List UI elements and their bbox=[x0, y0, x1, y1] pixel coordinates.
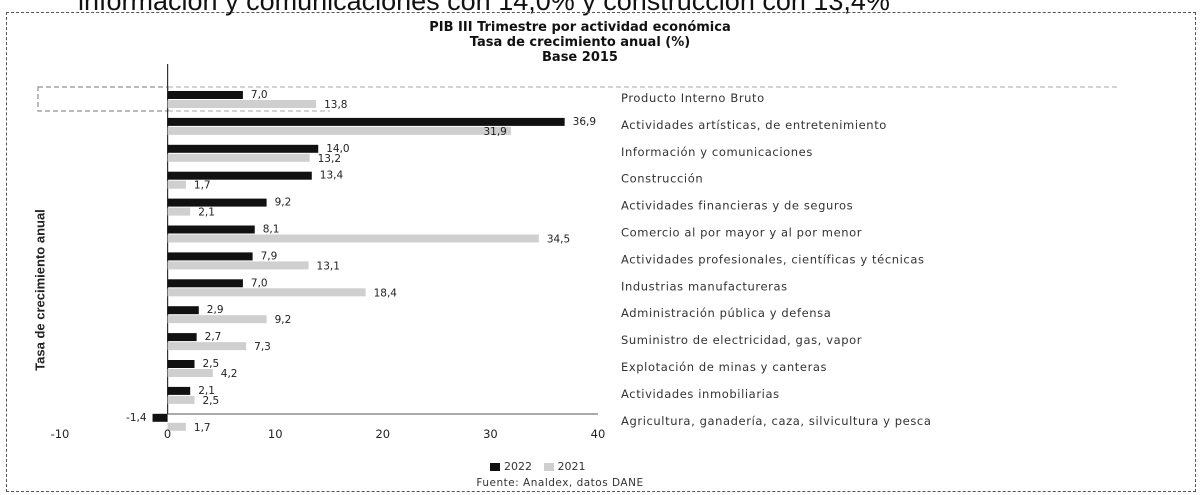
chart-title: PIB III Trimestre por actividad económic… bbox=[429, 20, 731, 35]
bar-2021-5 bbox=[167, 234, 539, 243]
data-label-2022-2: 14,0 bbox=[326, 143, 349, 155]
bar-2021-3 bbox=[167, 180, 186, 189]
category-label-5: Comercio al por mayor y al por menor bbox=[621, 226, 862, 240]
category-label-6: Actividades profesionales, científicas y… bbox=[621, 252, 925, 266]
chart-frame bbox=[6, 12, 1196, 492]
x-tick-label-2: 10 bbox=[268, 427, 283, 441]
data-label-2022-0: 7,0 bbox=[251, 89, 268, 101]
x-tick-label-0: -10 bbox=[51, 427, 70, 441]
category-label-9: Suministro de electricidad, gas, vapor bbox=[621, 333, 862, 347]
category-label-8: Administración pública y defensa bbox=[621, 306, 831, 320]
bar-2022-3 bbox=[167, 171, 312, 180]
data-label-2022-1: 36,9 bbox=[573, 116, 596, 128]
x-tick-label-5: 40 bbox=[591, 427, 606, 441]
data-label-2022-12: -1,4 bbox=[126, 412, 147, 424]
x-tick-label-3: 20 bbox=[375, 427, 390, 441]
bar-2021-12 bbox=[167, 422, 186, 431]
bar-2022-5 bbox=[167, 225, 255, 234]
data-label-2022-9: 2,7 bbox=[205, 331, 222, 343]
legend-item-2022: 2022 bbox=[490, 460, 536, 473]
bar-2022-4 bbox=[167, 198, 267, 207]
data-label-2021-7: 18,4 bbox=[374, 287, 398, 299]
bar-2021-11 bbox=[167, 395, 195, 404]
bar-2021-2 bbox=[167, 153, 310, 162]
category-label-10: Explotación de minas y canteras bbox=[621, 360, 827, 374]
legend-swatch-2022 bbox=[490, 463, 500, 471]
data-label-2021-4: 2,1 bbox=[198, 207, 215, 219]
data-label-2021-3: 1,7 bbox=[194, 180, 211, 192]
legend-item-2021: 2021 bbox=[543, 460, 586, 473]
category-label-12: Agricultura, ganadería, caza, silvicultu… bbox=[621, 414, 932, 428]
category-label-2: Información y comunicaciones bbox=[621, 145, 813, 159]
data-label-2021-9: 7,3 bbox=[254, 341, 271, 353]
chart-base-label: Base 2015 bbox=[542, 50, 618, 65]
data-label-2022-10: 2,5 bbox=[203, 358, 220, 370]
bar-2022-12 bbox=[152, 413, 168, 422]
x-tick-label-4: 30 bbox=[483, 427, 498, 441]
bar-2021-6 bbox=[167, 261, 309, 270]
source-note: Fuente: Analdex, datos DANE bbox=[476, 477, 644, 489]
data-label-2022-6: 7,9 bbox=[261, 250, 278, 262]
data-label-2021-5: 34,5 bbox=[547, 234, 570, 246]
bar-2022-0 bbox=[167, 91, 243, 99]
data-label-2022-7: 7,0 bbox=[251, 277, 268, 289]
bar-2022-10 bbox=[167, 360, 195, 368]
data-label-2022-8: 2,9 bbox=[207, 304, 224, 316]
bar-2022-11 bbox=[167, 386, 191, 395]
category-label-3: Construcción bbox=[621, 172, 703, 186]
bar-2021-9 bbox=[167, 342, 247, 351]
data-label-2022-4: 9,2 bbox=[275, 197, 292, 209]
pib-highlight-box-left bbox=[37, 86, 169, 112]
bar-2022-8 bbox=[167, 306, 199, 315]
bar-2022-6 bbox=[167, 252, 253, 261]
bar-2021-1 bbox=[167, 126, 511, 135]
legend-label-2022: 2022 bbox=[504, 460, 532, 473]
data-label-2021-12: 1,7 bbox=[194, 422, 211, 434]
bar-2022-7 bbox=[167, 279, 243, 288]
category-label-4: Actividades financieras y de seguros bbox=[621, 199, 853, 213]
bar-2021-0 bbox=[167, 100, 317, 108]
legend: 2022 2021 bbox=[490, 460, 594, 473]
bar-2022-2 bbox=[167, 144, 319, 153]
data-label-2022-3: 13,4 bbox=[320, 170, 344, 182]
category-label-7: Industrias manufactureras bbox=[621, 279, 788, 293]
data-label-2021-6: 13,1 bbox=[317, 260, 340, 272]
bar-2021-8 bbox=[167, 315, 267, 324]
chart-subtitle: Tasa de crecimiento anual (%) bbox=[469, 35, 691, 50]
data-label-2021-8: 9,2 bbox=[275, 314, 292, 326]
data-label-2021-11: 2,5 bbox=[203, 395, 220, 407]
bar-2022-9 bbox=[167, 333, 197, 342]
data-label-2021-10: 4,2 bbox=[221, 368, 238, 380]
x-tick-label-1: 0 bbox=[164, 427, 171, 441]
category-label-0: Producto Interno Bruto bbox=[621, 91, 765, 105]
bar-2021-4 bbox=[167, 207, 191, 216]
bar-2022-1 bbox=[167, 117, 565, 126]
data-label-2021-0: 13,8 bbox=[324, 99, 347, 111]
category-label-11: Actividades inmobiliarias bbox=[621, 387, 780, 401]
data-label-2022-5: 8,1 bbox=[263, 224, 280, 236]
bar-2021-7 bbox=[167, 288, 366, 297]
legend-swatch-2021 bbox=[543, 463, 554, 471]
category-label-1: Actividades artísticas, de entretenimien… bbox=[621, 118, 887, 132]
data-label-2021-2: 13,2 bbox=[318, 153, 341, 165]
bar-2021-10 bbox=[167, 369, 213, 377]
data-label-2022-11: 2,1 bbox=[198, 385, 215, 397]
data-label-2021-1: 31,9 bbox=[483, 126, 506, 138]
legend-label-2021: 2021 bbox=[557, 460, 586, 473]
